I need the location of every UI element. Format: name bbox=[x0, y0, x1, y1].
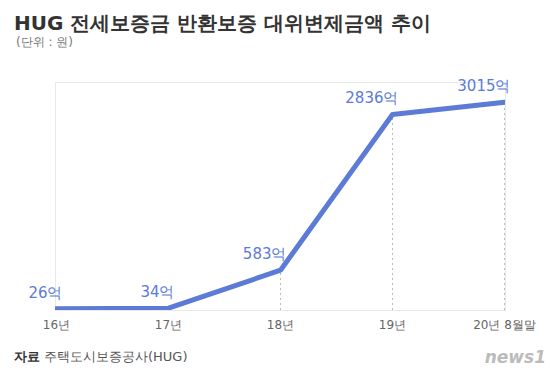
html-text:(단위 : 원): (단위 : 원) bbox=[16, 35, 73, 49]
svg-text:2836억: 2836억 bbox=[345, 89, 398, 107]
html-text:자료 주택도시보증공사(HUG): 자료 주택도시보증공사(HUG) bbox=[14, 349, 188, 364]
svg-text:20년 8월말: 20년 8월말 bbox=[473, 318, 536, 332]
svg-text:583억: 583억 bbox=[243, 245, 287, 263]
svg-text:16년: 16년 bbox=[43, 318, 70, 332]
html-text:news1: news1 bbox=[484, 347, 546, 367]
svg-text:17년: 17년 bbox=[155, 318, 182, 332]
svg-text:26억: 26억 bbox=[28, 284, 62, 302]
svg-text:18년: 18년 bbox=[267, 318, 294, 332]
svg-text:19년: 19년 bbox=[379, 318, 406, 332]
svg-text:3015억: 3015억 bbox=[457, 77, 510, 95]
html-text:HUG 전세보증금 반환보증 대위변제금액 추이: HUG 전세보증금 반환보증 대위변제금액 추이 bbox=[14, 11, 432, 35]
svg-text:34억: 34억 bbox=[140, 283, 174, 301]
